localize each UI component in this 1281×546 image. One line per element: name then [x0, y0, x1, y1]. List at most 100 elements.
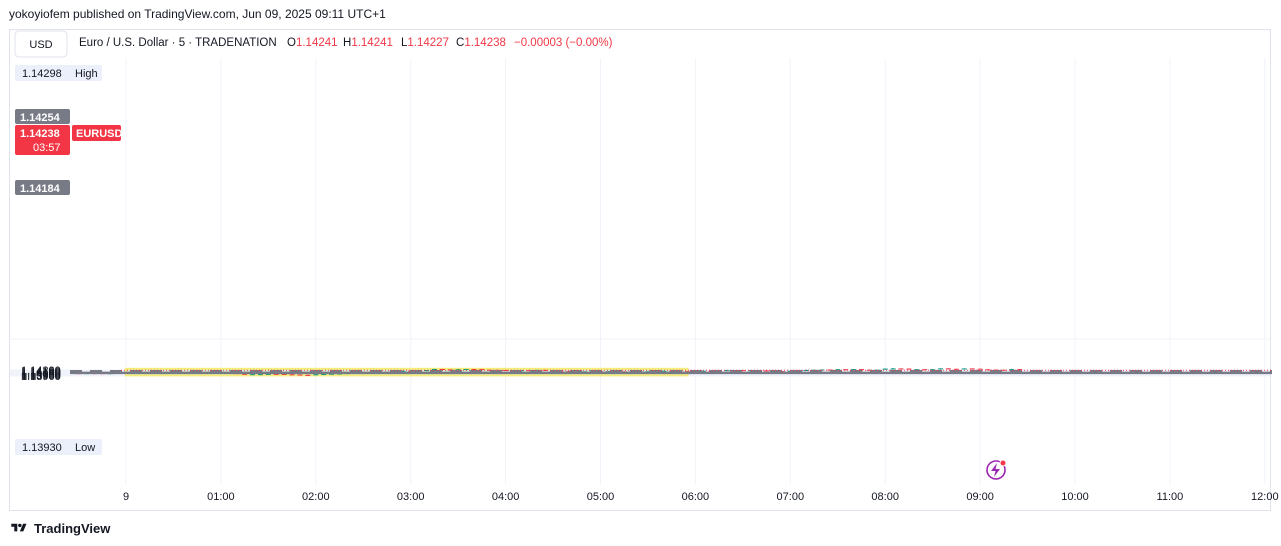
candle [882, 368, 888, 370]
candle-body [455, 369, 461, 371]
x-tick-label: 02:00 [302, 491, 330, 503]
chart-grid [10, 58, 1270, 484]
candle-body [329, 373, 335, 375]
candle [463, 368, 469, 371]
candle-body [977, 368, 983, 370]
candle [851, 369, 857, 371]
candle [566, 371, 572, 373]
candle [431, 368, 437, 371]
candle [922, 369, 928, 371]
x-tick-label: 08:00 [871, 491, 899, 503]
candle [439, 368, 445, 370]
candle-body [471, 369, 477, 371]
candle [1009, 368, 1015, 371]
candle [700, 370, 706, 372]
candle-body [400, 370, 406, 372]
x-tick-label: 12:00 [1251, 491, 1279, 503]
candle [819, 369, 825, 371]
candle-body [273, 373, 279, 375]
candle [487, 369, 493, 371]
candle [898, 368, 904, 370]
candle-body [257, 374, 263, 376]
candle-body [661, 370, 667, 372]
candle-body [242, 373, 248, 375]
candle-body [882, 368, 888, 370]
upper-level-tag: 1.14254 [15, 109, 70, 124]
candle [400, 370, 406, 372]
candle [542, 369, 548, 371]
ohlc-legend: Euro / U.S. Dollar · 5 · TRADENATION O1.… [79, 37, 613, 49]
x-tick-label: 04:00 [492, 491, 520, 503]
candle [313, 374, 319, 376]
candle-body [297, 374, 303, 376]
x-tick-label: 07:00 [777, 491, 805, 503]
mid-level-tag: 1.14184 [15, 180, 70, 195]
upper-level-value: 1.14254 [20, 112, 61, 124]
candle-body [945, 368, 951, 370]
open-value: 1.14241 [296, 37, 338, 49]
candle-body [906, 368, 912, 370]
candle [297, 374, 303, 376]
lightning-icon[interactable] [986, 459, 1007, 480]
candle [969, 368, 975, 370]
close-label: C [456, 37, 464, 49]
candle-body [938, 368, 944, 370]
candle-body [447, 369, 453, 371]
current-price-tag: 1.14238 03:57 EURUSD [15, 125, 123, 155]
candle [471, 368, 477, 371]
candle-body [843, 369, 849, 371]
y-axis-ticks: 1.142001.141501.141001.140501.140001.139… [21, 365, 61, 383]
countdown: 03:57 [33, 142, 61, 154]
close-value: 1.14238 [464, 37, 506, 49]
candle-body [487, 369, 493, 371]
x-tick-label: 11:00 [1157, 491, 1184, 503]
candle-body [321, 374, 327, 376]
candle [890, 367, 896, 370]
candle-body [922, 369, 928, 371]
candle-body [313, 374, 319, 376]
candle [1017, 369, 1023, 371]
candle-body [250, 374, 256, 376]
candle-body [858, 369, 864, 371]
candle-body [969, 368, 975, 370]
high-tag-value: 1.14298 [22, 68, 62, 80]
candle [447, 369, 453, 371]
tradingview-logo-icon [11, 523, 27, 532]
open-label: O [287, 37, 296, 49]
y-tick-label: 1.14000 [21, 369, 61, 381]
candle-body [566, 371, 572, 373]
candle-body [1017, 369, 1023, 371]
currency-button[interactable] [14, 30, 68, 58]
candle-body [281, 373, 287, 375]
candle-body [851, 369, 857, 371]
candle-body [542, 369, 548, 371]
x-tick-label: 10:00 [1061, 491, 1089, 503]
publish-caption: yokoyiofem published on TradingView.com,… [9, 7, 386, 21]
candle-body [764, 370, 770, 372]
candle [843, 368, 849, 371]
candle-body [265, 373, 271, 375]
candle-body [930, 369, 936, 371]
candle-body [890, 368, 896, 370]
x-tick-label: 9 [123, 491, 129, 503]
symbol-tag: EURUSD [76, 128, 123, 140]
x-tick-label: 06:00 [682, 491, 710, 503]
footer-brand: TradingView [34, 520, 111, 536]
candle [424, 370, 430, 372]
candle-body [439, 368, 445, 370]
candle-body [289, 374, 295, 376]
low-tag-value: 1.13930 [22, 442, 62, 454]
x-axis-ticks: 9 01:00 02:00 03:00 04:00 05:00 06:00 07:00 08:0… [123, 491, 1279, 503]
candle-body [898, 368, 904, 370]
x-tick-label: 09:00 [966, 491, 994, 503]
high-label: H [343, 37, 351, 49]
mid-level-value: 1.14184 [20, 183, 61, 195]
x-tick-label: 03:00 [397, 491, 425, 503]
candle-body [700, 370, 706, 372]
candle-body [431, 368, 437, 371]
candle [945, 368, 951, 370]
candle [661, 370, 667, 372]
y-tick-label: 1.13950 [21, 370, 61, 382]
footer: TradingView [9, 519, 110, 537]
